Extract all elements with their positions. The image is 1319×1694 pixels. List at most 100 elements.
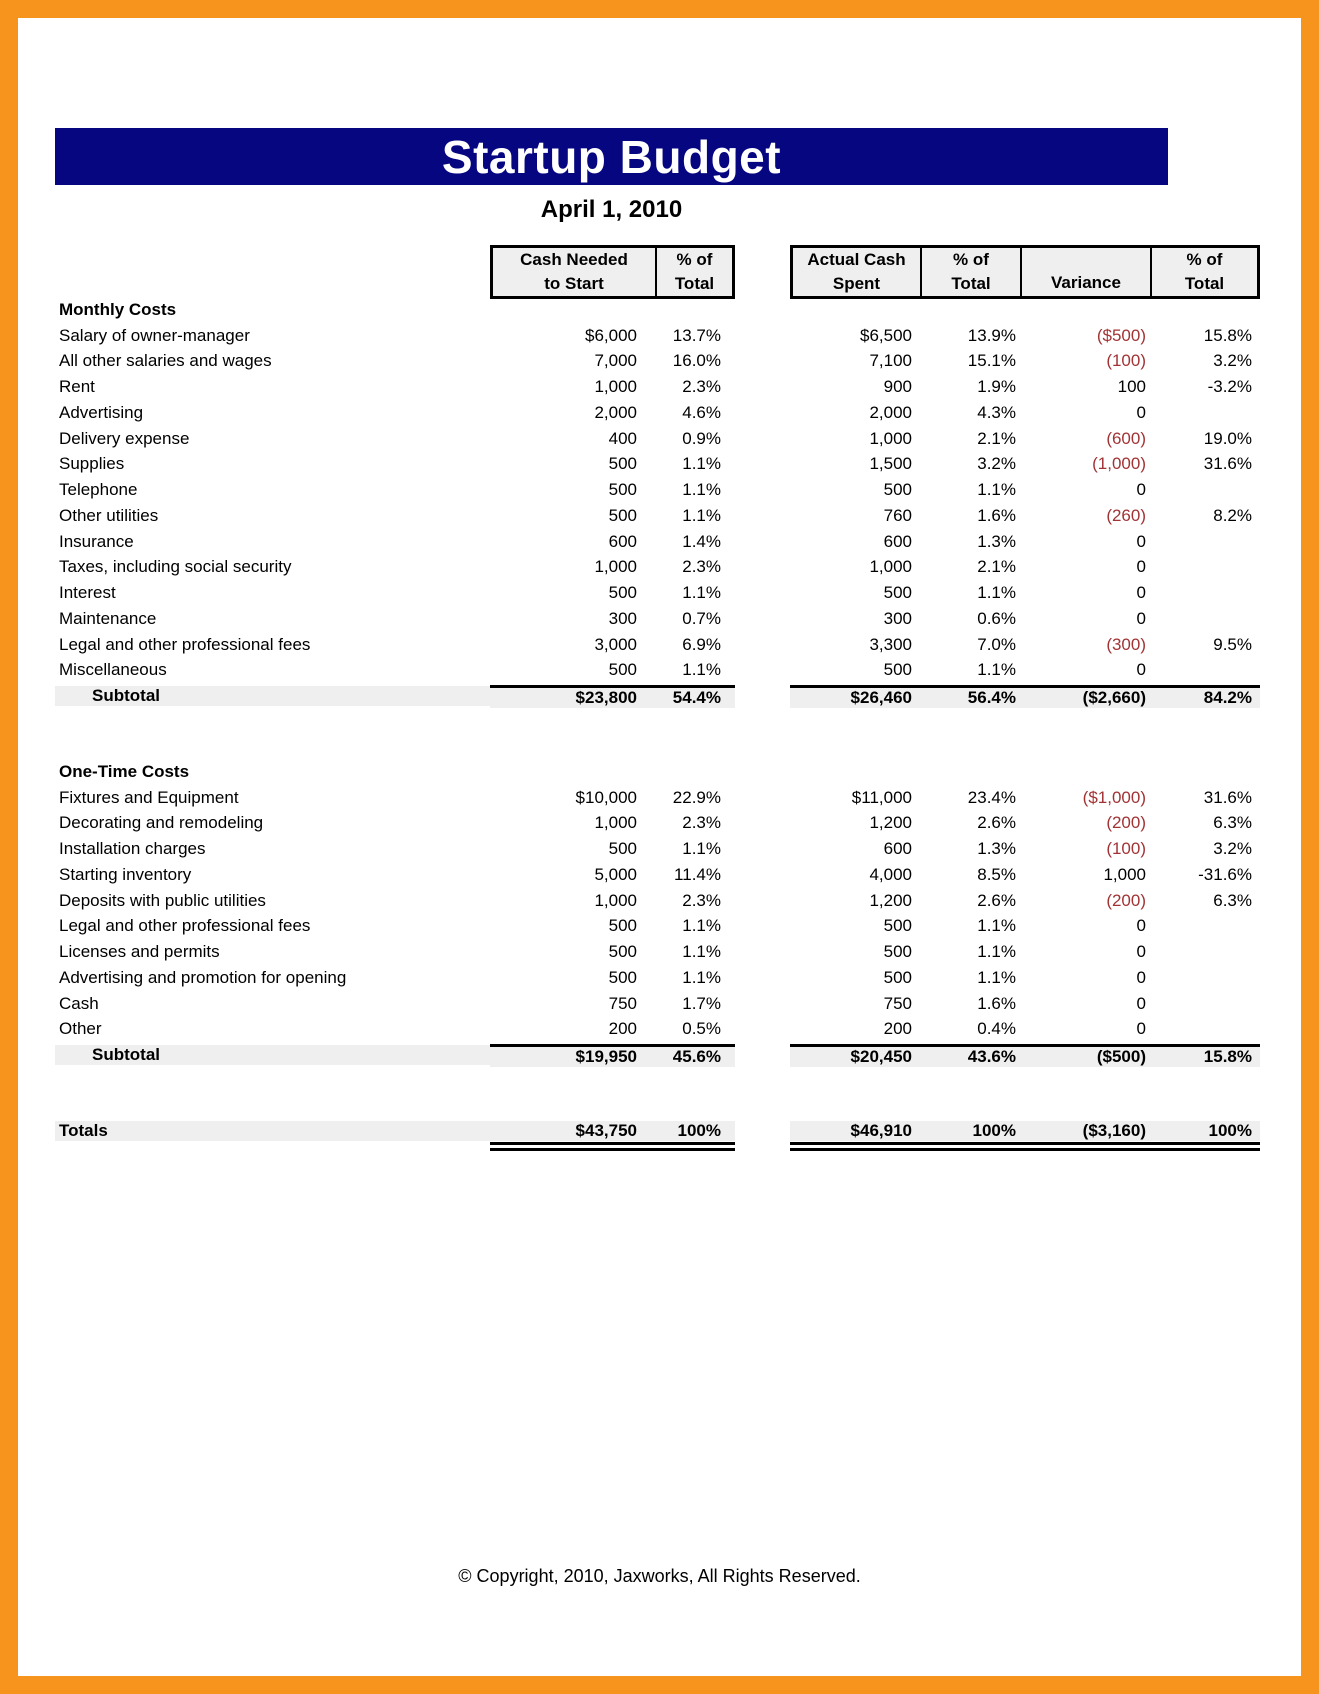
row-label: Rent: [59, 377, 95, 397]
cell: 3.2%: [1213, 351, 1252, 371]
row-label: Licenses and permits: [59, 942, 220, 962]
row-label: Totals: [55, 1120, 490, 1141]
totals-double-underline: [790, 1142, 1260, 1151]
cell: 1.9%: [977, 377, 1016, 397]
cell: 900: [883, 377, 912, 397]
table-row: Legal and other professional fees 3,000 6.…: [55, 632, 1260, 658]
cell: 0: [1136, 942, 1146, 962]
cell: 1.6%: [977, 505, 1016, 525]
cell: 56.4%: [920, 684, 1020, 708]
col-header-variance: Variance: [1020, 245, 1150, 299]
cell: 3,000: [594, 634, 637, 654]
table-row: Interest 500 1.1% 500 1.1% 0: [55, 580, 1260, 606]
page-title: Startup Budget: [441, 130, 782, 183]
cell: 0.4%: [977, 1019, 1016, 1039]
cell: 1.6%: [977, 993, 1016, 1013]
cell: 31.6%: [1203, 787, 1252, 807]
cell: 600: [883, 531, 912, 551]
cell: 2,000: [869, 402, 912, 422]
cell: 500: [608, 583, 637, 603]
row-label: Delivery expense: [59, 428, 190, 448]
cell: ($2,660): [1020, 684, 1150, 708]
cell: 0: [1136, 480, 1146, 500]
table-row: Legal and other professional fees 500 1.1%…: [55, 914, 1260, 940]
cell: 8.2%: [1213, 505, 1252, 525]
copyright: © Copyright, 2010, Jaxworks, All Rights …: [458, 1566, 861, 1586]
cell: 1,000: [594, 890, 637, 910]
cell: 0: [1136, 402, 1146, 422]
cell: 100%: [655, 1120, 735, 1141]
row-label: All other salaries and wages: [59, 351, 272, 371]
row-label: Advertising and promotion for opening: [59, 967, 347, 987]
row-label: Salary of owner-manager: [59, 325, 250, 345]
row-label: Installation charges: [59, 839, 206, 859]
cell: 23.4%: [967, 787, 1016, 807]
table-row: Supplies 500 1.1% 1,500 3.2% (1,000) 31.6%: [55, 452, 1260, 478]
row-label: Starting inventory: [59, 864, 192, 884]
cell: 0.5%: [682, 1019, 721, 1039]
cell: 13.9%: [967, 325, 1016, 345]
cell: 100: [1117, 377, 1146, 397]
cell: 6.9%: [682, 634, 721, 654]
cell: (1,000): [1092, 454, 1146, 474]
cell: 2.1%: [977, 428, 1016, 448]
table-row: Salary of owner-manager $6,000 13.7% $6,500…: [55, 323, 1260, 349]
cell: 500: [608, 967, 637, 987]
cell: 1,000: [594, 813, 637, 833]
cell: $19,950: [490, 1043, 655, 1067]
cell: -31.6%: [1198, 864, 1252, 884]
cell: 1.1%: [682, 660, 721, 680]
cell: 500: [883, 942, 912, 962]
cell: 3.2%: [1213, 839, 1252, 859]
cell: 1,000: [1103, 864, 1146, 884]
cell: 2.3%: [682, 813, 721, 833]
cell: (100): [1106, 839, 1146, 859]
cell: 500: [608, 480, 637, 500]
cell: 750: [883, 993, 912, 1013]
cell: 500: [608, 660, 637, 680]
table-row: Fixtures and Equipment $10,000 22.9% $11,00…: [55, 785, 1260, 811]
table-row: Other utilities 500 1.1% 760 1.6% (260) 8.2%: [55, 503, 1260, 529]
row-label: Telephone: [59, 480, 138, 500]
table-row: Starting inventory 5,000 11.4% 4,000 8.5% 1,0…: [55, 862, 1260, 888]
cell: 500: [883, 967, 912, 987]
cell: 22.9%: [672, 787, 721, 807]
cell: 6.3%: [1213, 813, 1252, 833]
col-header-pct-of-total-plan: % of Total: [655, 245, 735, 299]
table-row: Installation charges 500 1.1% 600 1.3% (100) 3…: [55, 836, 1260, 862]
cell: 13.7%: [672, 325, 721, 345]
cell: 500: [608, 505, 637, 525]
cell: 1.1%: [977, 480, 1016, 500]
cell: (600): [1106, 428, 1146, 448]
cell: ($500): [1020, 1043, 1150, 1067]
cell: -3.2%: [1207, 377, 1252, 397]
cell: 300: [608, 608, 637, 628]
section-header-row: Monthly Costs: [55, 297, 1260, 323]
cell: 2.1%: [977, 557, 1016, 577]
cell: 500: [883, 583, 912, 603]
row-label: Decorating and remodeling: [59, 813, 264, 833]
table-row: Cash 750 1.7% 750 1.6% 0: [55, 991, 1260, 1017]
cell: 9.5%: [1213, 634, 1252, 654]
cell: 500: [608, 454, 637, 474]
cell: 1.1%: [682, 839, 721, 859]
table-row: Maintenance 300 0.7% 300 0.6% 0: [55, 606, 1260, 632]
table-row: Miscellaneous 500 1.1% 500 1.1% 0: [55, 658, 1260, 684]
cell: (100): [1106, 351, 1146, 371]
table-row: Delivery expense 400 0.9% 1,000 2.1% (600) 19.…: [55, 426, 1260, 452]
cell: 400: [608, 428, 637, 448]
cell: 0: [1136, 608, 1146, 628]
cell: $23,800: [490, 684, 655, 708]
cell: 0: [1136, 583, 1146, 603]
cell: 54.4%: [655, 684, 735, 708]
cell: 500: [883, 480, 912, 500]
table-body: Monthly Costs Salary of owner-manager $6,0…: [55, 297, 1260, 1151]
row-label: Advertising: [59, 402, 144, 422]
document-page: Startup Budget April 1, 2010 Cash Needed…: [18, 18, 1301, 1676]
cell: 500: [608, 839, 637, 859]
cell: 11.4%: [674, 864, 721, 884]
cell: 1,200: [869, 813, 912, 833]
date-line: April 1, 2010: [540, 196, 683, 223]
cell: 1.7%: [682, 993, 721, 1013]
col-header-cash-needed-to-start: Cash Needed to Start: [490, 245, 655, 299]
